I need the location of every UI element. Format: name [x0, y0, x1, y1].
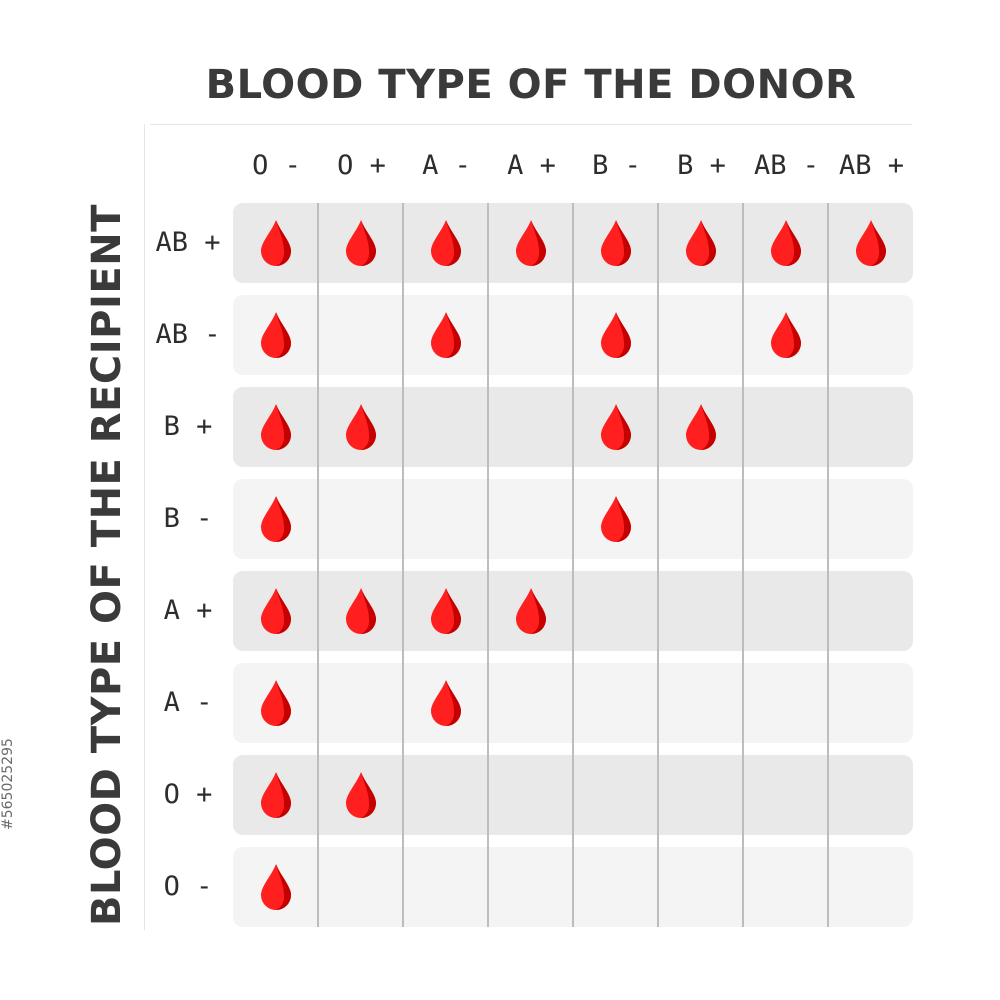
blood-drop-icon [260, 495, 292, 543]
donor-type-label: O + [337, 150, 386, 181]
donor-type-label: AB - [753, 150, 820, 181]
recipient-type-label: A - [163, 687, 213, 718]
blood-drop-icon [600, 495, 632, 543]
blood-drop-icon [345, 403, 377, 451]
blood-drop-icon [430, 311, 462, 359]
blood-drop-icon [770, 219, 802, 267]
blood-drop-icon [600, 403, 632, 451]
recipient-type-label: O - [163, 871, 213, 902]
blood-drop-icon [600, 311, 632, 359]
blood-drop-icon [855, 219, 887, 267]
recipient-type-label: O + [163, 779, 213, 810]
recipient-type-label: B + [163, 411, 213, 442]
donor-type-label: AB + [838, 150, 905, 181]
column-divider [317, 203, 319, 927]
blood-drop-icon [260, 403, 292, 451]
blood-drop-icon [685, 219, 717, 267]
blood-drop-icon [260, 587, 292, 635]
blood-drop-icon [770, 311, 802, 359]
column-divider [827, 203, 829, 927]
recipient-axis-title: BLOOD TYPE OF THE RECIPIENT [84, 204, 130, 926]
column-divider [487, 203, 489, 927]
donor-axis-title: BLOOD TYPE OF THE DONOR [205, 62, 857, 108]
blood-drop-icon [430, 219, 462, 267]
side-divider [144, 124, 145, 930]
blood-drop-icon [260, 311, 292, 359]
blood-drop-icon [260, 679, 292, 727]
blood-drop-icon [685, 403, 717, 451]
blood-drop-icon [600, 219, 632, 267]
blood-drop-icon [515, 219, 547, 267]
blood-drop-icon [260, 219, 292, 267]
blood-drop-icon [345, 587, 377, 635]
recipient-type-label: AB - [155, 319, 221, 350]
blood-drop-icon [430, 587, 462, 635]
column-divider [742, 203, 744, 927]
blood-drop-icon [515, 587, 547, 635]
stock-id-text: #565025295 [0, 738, 16, 830]
recipient-type-label: A + [163, 595, 213, 626]
blood-drop-icon [345, 219, 377, 267]
donor-type-label: B - [592, 150, 641, 181]
donor-type-label: A - [422, 150, 471, 181]
blood-drop-icon [345, 771, 377, 819]
blood-drop-icon [260, 863, 292, 911]
column-divider [402, 203, 404, 927]
donor-type-label: A + [507, 150, 556, 181]
donor-type-label: O - [252, 150, 301, 181]
recipient-type-label: B - [163, 503, 213, 534]
recipient-type-label: AB + [155, 227, 221, 258]
donor-type-label: B + [677, 150, 726, 181]
column-divider [657, 203, 659, 927]
blood-drop-icon [260, 771, 292, 819]
column-divider [572, 203, 574, 927]
header-divider [150, 124, 912, 125]
blood-drop-icon [430, 679, 462, 727]
